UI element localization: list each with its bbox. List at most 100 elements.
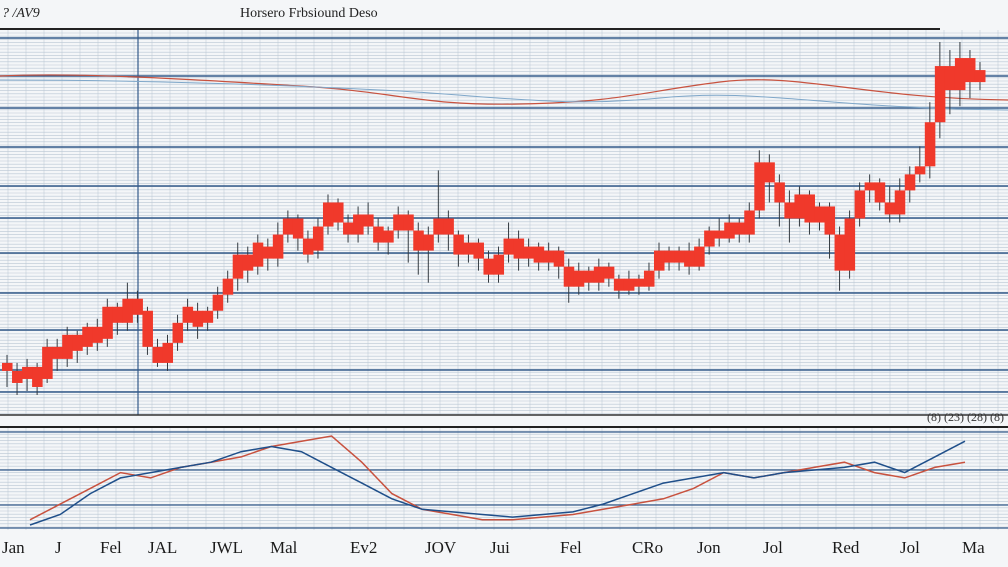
candle-body — [874, 182, 886, 203]
candle-body — [72, 334, 83, 351]
candle-body — [282, 218, 294, 235]
candle-body — [804, 194, 815, 223]
candle-body — [102, 306, 113, 339]
chart-header: ? /AV9 Horsero Frbsiound Deso — [0, 6, 1008, 26]
candle-body — [363, 214, 374, 227]
candle-body — [854, 190, 866, 219]
candle-body — [383, 230, 394, 243]
x-tick-label: Jan — [2, 538, 25, 557]
x-tick-label: JOV — [425, 538, 457, 557]
candle-body — [483, 258, 495, 275]
candle-body — [32, 366, 43, 387]
candle-body — [764, 162, 775, 183]
candle-body — [583, 270, 595, 283]
lower-panel-series — [29, 435, 966, 526]
candle-body — [443, 218, 454, 235]
candle-body — [162, 342, 174, 363]
candle-body — [513, 238, 525, 259]
candle-body — [142, 310, 153, 347]
candle-body — [272, 234, 284, 259]
x-tick-label: J — [55, 538, 62, 557]
x-tick-label: Ma — [962, 538, 985, 557]
candle-body — [252, 242, 264, 267]
candle-body — [834, 234, 846, 271]
candle-body — [52, 346, 63, 359]
candle-body — [42, 346, 53, 379]
candle-body — [924, 122, 936, 167]
candle-body — [754, 162, 765, 211]
candle-body — [232, 254, 244, 279]
candle-body — [172, 322, 184, 343]
candle-body — [613, 278, 625, 291]
candle-body — [212, 294, 224, 311]
candle-body — [734, 222, 745, 235]
candle-body — [202, 310, 214, 323]
candle-body — [964, 58, 976, 83]
candle-body — [493, 254, 505, 275]
candle-body — [633, 278, 645, 287]
candle-body — [573, 270, 585, 287]
x-tick-label: Fel — [560, 538, 582, 557]
candle-body — [674, 250, 685, 263]
candle-body — [222, 278, 234, 295]
candle-body — [694, 246, 705, 267]
moving-average-line — [0, 74, 1008, 105]
candle-body — [82, 326, 93, 347]
candle-body — [473, 242, 484, 259]
x-tick-label: CRo — [632, 538, 663, 557]
main-panel-grid — [0, 28, 1008, 416]
candle-body — [724, 222, 735, 239]
moving-average-lines — [0, 74, 1008, 111]
candle-body — [353, 214, 364, 235]
candle-body — [523, 246, 535, 259]
candle-body — [904, 174, 916, 191]
candle-body — [623, 278, 635, 291]
x-tick-label: Red — [832, 538, 860, 557]
candle-body — [714, 230, 725, 239]
candle-body — [262, 246, 274, 259]
candle-body — [664, 250, 675, 263]
candle-body — [343, 222, 354, 235]
candle-body — [132, 298, 143, 315]
candle-body — [62, 334, 73, 359]
x-tick-label: Jui — [490, 538, 510, 557]
candle-body — [22, 366, 33, 379]
candle-body — [914, 166, 926, 175]
candle-body — [784, 202, 795, 219]
candle-body — [844, 218, 856, 271]
candle-body — [112, 306, 123, 323]
lower-panel-grid — [0, 426, 1008, 530]
candle-body — [653, 250, 665, 271]
candle-body — [333, 202, 344, 223]
candle-body — [543, 250, 555, 263]
candle-body — [152, 346, 163, 363]
corner-label: ? /AV9 — [2, 6, 40, 21]
candle-body — [182, 306, 194, 323]
candle-body — [954, 58, 966, 91]
candle-body — [423, 234, 434, 251]
x-tick-label: Jol — [900, 538, 920, 557]
candle-body — [894, 190, 906, 215]
candle-body — [403, 214, 414, 231]
candle-body — [944, 66, 956, 91]
x-tick-label: Jon — [697, 538, 721, 557]
x-tick-label: Mal — [270, 538, 298, 557]
candle-body — [373, 226, 384, 243]
candle-body — [824, 206, 836, 235]
candlestick-series — [2, 42, 986, 395]
candle-body — [864, 182, 876, 191]
x-tick-label: Fel — [100, 538, 122, 557]
candle-body — [122, 298, 133, 323]
candle-body — [643, 270, 655, 287]
candle-body — [312, 226, 324, 251]
candle-body — [192, 310, 204, 327]
candle-body — [12, 370, 23, 383]
candle-body — [684, 250, 695, 267]
candle-body — [934, 66, 946, 123]
candle-body — [563, 266, 575, 287]
candle-body — [974, 70, 986, 83]
candle-body — [533, 246, 545, 263]
x-tick-label: Jol — [763, 538, 783, 557]
main-panel-background — [0, 30, 1008, 415]
